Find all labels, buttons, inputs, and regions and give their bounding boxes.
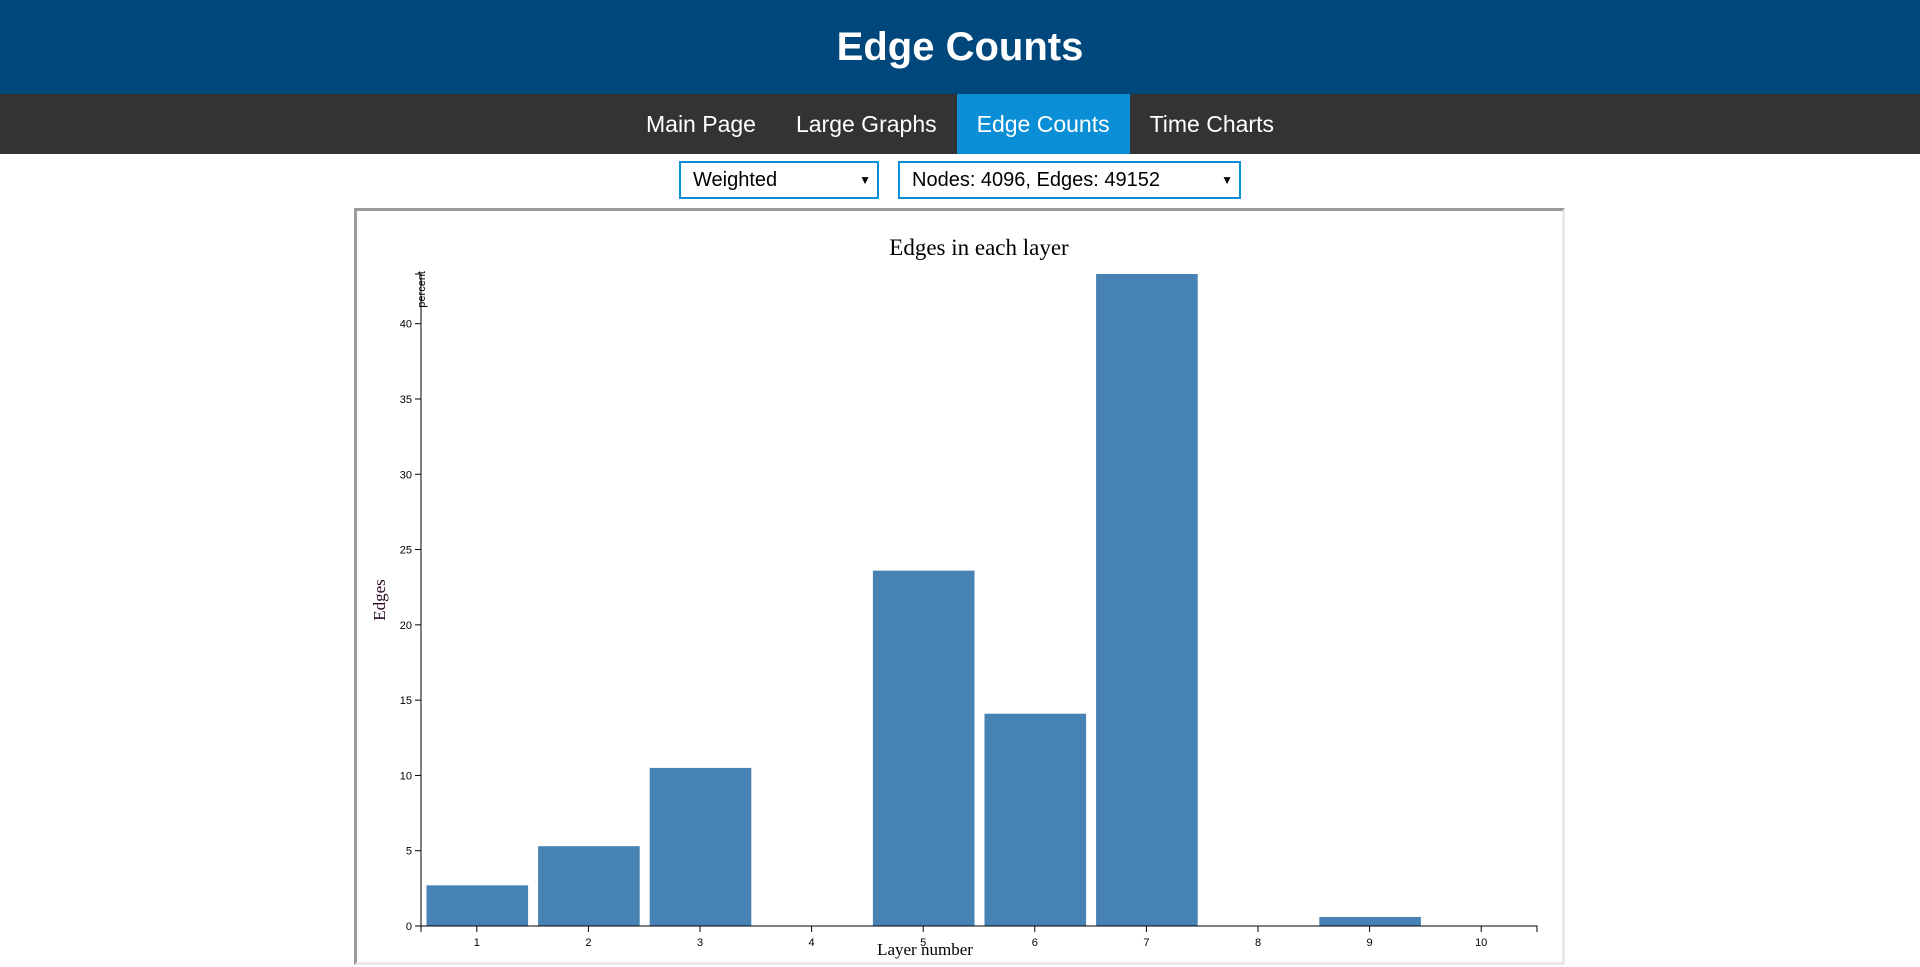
bar-layer-3 (649, 767, 752, 926)
x-tick-label: 4 (809, 937, 815, 949)
page-header: Edge Counts (0, 0, 1920, 94)
y-tick-label: 35 (400, 394, 412, 406)
bar-layer-6 (984, 713, 1087, 926)
x-tick-label: 6 (1032, 937, 1038, 949)
y-tick-label: 10 (400, 770, 412, 782)
controls-bar: Weighted ▼ Nodes: 4096, Edges: 49152 ▼ (0, 161, 1920, 199)
nav-item-time-charts[interactable]: Time Charts (1149, 110, 1274, 137)
nav-bar: Main Page Large Graphs Edge Counts Time … (0, 94, 1920, 154)
dropdown-arrow-icon: ▼ (859, 173, 871, 187)
graph-size-value: Nodes: 4096, Edges: 49152 (912, 168, 1160, 191)
y-tick-label: 0 (406, 921, 412, 933)
bars-group (426, 274, 1421, 926)
x-tick-label: 5 (920, 937, 926, 949)
nav-item-main-page[interactable]: Main Page (646, 110, 756, 137)
chart-panel: Edges in each layer Edges percent Layer … (354, 208, 1565, 965)
y-axis-line (415, 273, 422, 927)
graph-size-select[interactable]: Nodes: 4096, Edges: 49152 ▼ (898, 161, 1241, 199)
bar-chart: Edges in each layer Edges percent Layer … (370, 235, 1538, 959)
chart-title: Edges in each layer (889, 235, 1069, 260)
x-axis-line (420, 925, 1538, 932)
x-tick-label: 7 (1143, 937, 1149, 949)
nav-item-large-graphs[interactable]: Large Graphs (795, 110, 937, 137)
y-tick-label: 20 (400, 620, 412, 632)
y-tick-label: 15 (400, 695, 412, 707)
x-axis-label: Layer number (877, 940, 973, 959)
y-tick-label: 40 (400, 319, 412, 331)
x-axis: 1 2 3 4 5 6 7 8 9 10 (420, 925, 1538, 949)
bar-layer-1 (426, 885, 529, 926)
nav-item-edge-counts[interactable]: Edge Counts (956, 94, 1130, 154)
x-tick-label: 8 (1255, 937, 1261, 949)
x-tick-label: 1 (474, 937, 480, 949)
y-axis-label: Edges (370, 579, 389, 621)
weight-type-select[interactable]: Weighted ▼ (679, 161, 879, 199)
y-tick-label: 25 (400, 545, 412, 557)
y-tick-label: 5 (406, 846, 412, 858)
bar-layer-7 (1096, 274, 1198, 926)
y-axis-unit-label: percent (416, 271, 428, 308)
dropdown-arrow-icon: ▼ (1221, 173, 1233, 187)
x-tick-label: 9 (1367, 937, 1373, 949)
x-tick-label: 3 (697, 937, 703, 949)
bar-layer-5 (872, 570, 975, 926)
bar-layer-9 (1319, 916, 1421, 926)
y-axis: 0 5 10 15 20 25 30 35 40 (400, 273, 422, 933)
y-tick-label: 30 (400, 469, 412, 481)
bar-layer-2 (538, 846, 640, 926)
x-tick-label: 2 (585, 937, 591, 949)
page-title: Edge Counts (836, 24, 1084, 69)
weight-type-value: Weighted (693, 168, 778, 191)
x-tick-label: 10 (1475, 937, 1487, 949)
